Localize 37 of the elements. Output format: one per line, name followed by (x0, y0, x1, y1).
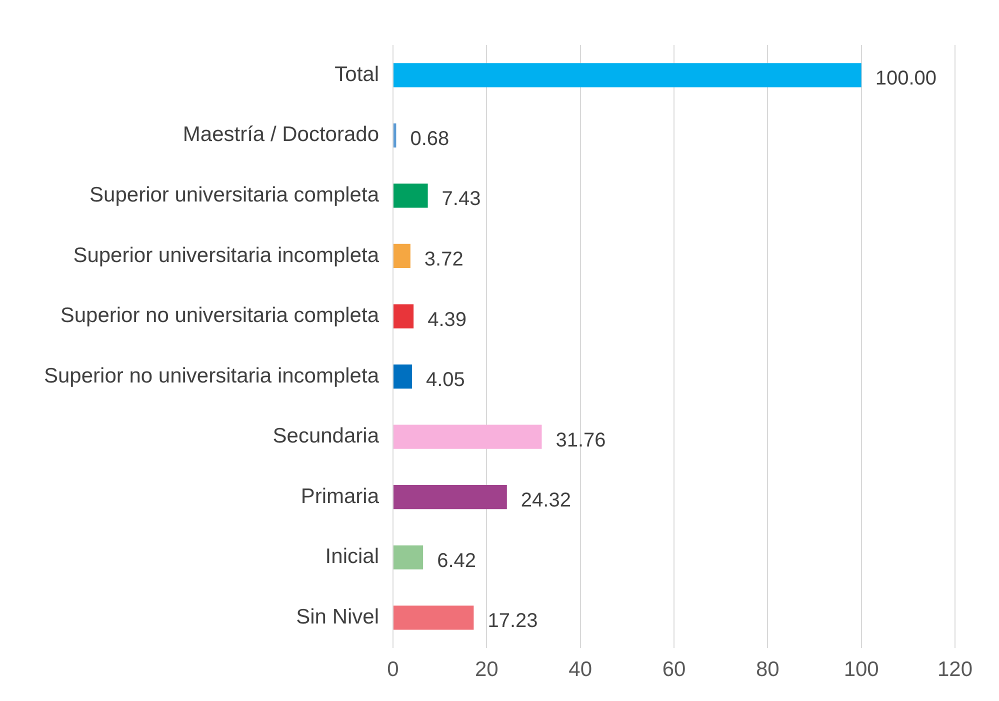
y-tick-label: Inicial (325, 545, 380, 568)
bar (394, 244, 410, 268)
bar (394, 424, 542, 449)
data-label: 31.76 (556, 429, 606, 452)
bar (394, 606, 474, 630)
data-label: 4.39 (428, 308, 467, 331)
bar (394, 63, 862, 88)
bar (394, 364, 412, 389)
bar (394, 304, 414, 328)
x-tick-label: 60 (662, 658, 686, 682)
y-tick-label: Secundaria (272, 424, 380, 448)
bar (394, 184, 428, 208)
bar (394, 485, 507, 510)
x-tick-label: 0 (387, 658, 399, 682)
y-tick-label: Maestría / Doctorado (182, 123, 380, 146)
bar (394, 123, 396, 148)
x-tick-label: 40 (568, 658, 592, 682)
data-label: 0.68 (410, 128, 450, 150)
data-label: 100.00 (875, 68, 937, 90)
y-tick-label: Primaria (300, 484, 380, 508)
data-label: 6.42 (437, 550, 476, 572)
bar (394, 545, 424, 570)
y-tick-label: Superior no universitaria incompleta (44, 364, 380, 388)
x-tick-label: 20 (474, 658, 498, 682)
data-label: 3.72 (424, 248, 464, 270)
x-tick-label: 120 (937, 658, 973, 682)
data-label: 7.43 (442, 188, 481, 210)
x-tick-label: 80 (756, 658, 780, 682)
data-label: 4.05 (426, 369, 465, 392)
data-label: 17.23 (488, 610, 538, 632)
y-tick-label: Sin Nivel (296, 605, 380, 628)
y-tick-label: Superior universitaria incompleta (73, 244, 380, 267)
y-tick-label: Total (334, 62, 380, 86)
data-label: 24.32 (520, 490, 571, 512)
y-tick-label: Superior universitaria completa (90, 183, 380, 206)
x-tick-label: 100 (844, 658, 879, 682)
y-tick-label: Superior no universitaria completa (60, 304, 380, 328)
